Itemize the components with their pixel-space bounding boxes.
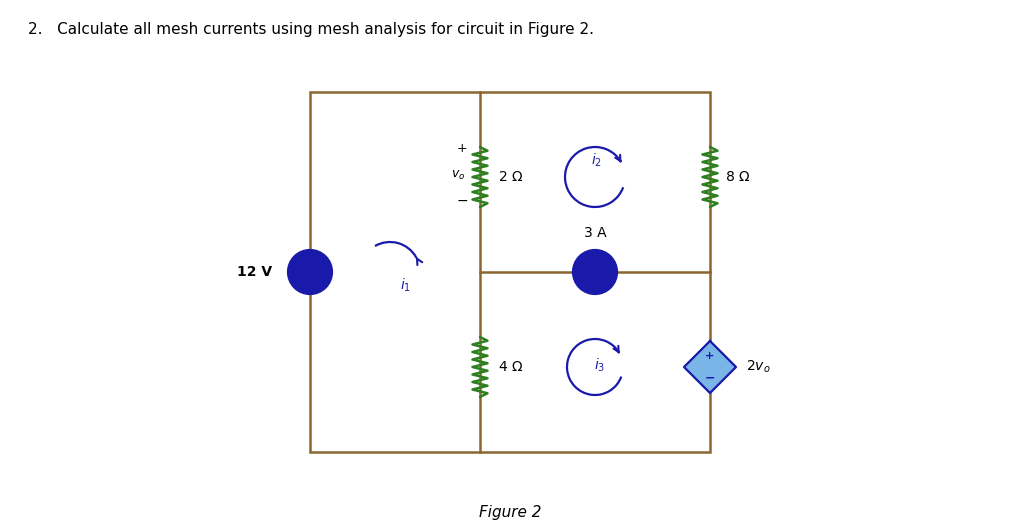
- Text: Figure 2: Figure 2: [479, 505, 542, 520]
- Text: 2 $\Omega$: 2 $\Omega$: [498, 170, 523, 184]
- Text: 2.   Calculate all mesh currents using mesh analysis for circuit in Figure 2.: 2. Calculate all mesh currents using mes…: [28, 22, 594, 37]
- Polygon shape: [684, 341, 736, 393]
- Circle shape: [288, 250, 332, 294]
- Text: $i_1$: $i_1$: [400, 277, 411, 294]
- Text: $i_2$: $i_2$: [592, 152, 602, 169]
- Text: +: +: [706, 351, 715, 361]
- Text: −: −: [456, 194, 468, 208]
- Text: $v_o$: $v_o$: [451, 169, 465, 181]
- Text: 12 V: 12 V: [237, 265, 272, 279]
- Text: +: +: [305, 256, 315, 270]
- Text: 8 $\Omega$: 8 $\Omega$: [725, 170, 751, 184]
- Bar: [310, 92, 710, 452]
- Text: 4 $\Omega$: 4 $\Omega$: [498, 360, 523, 374]
- Text: $i_3$: $i_3$: [594, 356, 605, 373]
- Text: 3 A: 3 A: [584, 226, 606, 240]
- Text: +: +: [457, 143, 467, 155]
- Text: −: −: [705, 371, 715, 385]
- Circle shape: [573, 250, 617, 294]
- Text: −: −: [304, 275, 316, 289]
- Text: $2v_o$: $2v_o$: [746, 359, 770, 375]
